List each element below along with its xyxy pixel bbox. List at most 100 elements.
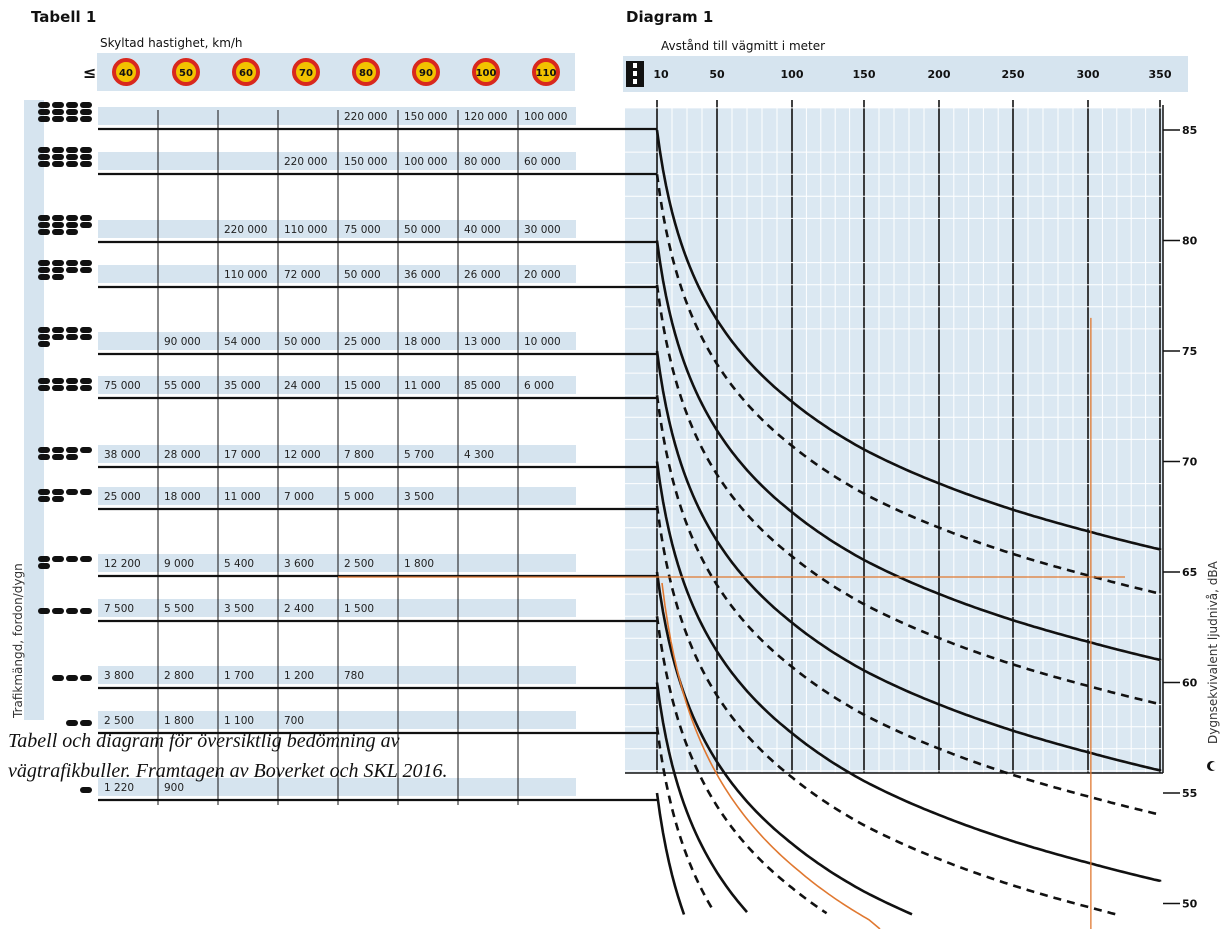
dashed-level-curve: [655, 395, 1162, 816]
solid-level-curve: [655, 240, 1162, 662]
x-tick-label: 200: [928, 68, 951, 81]
car-icon: [52, 496, 64, 502]
table-cell: 38 000: [104, 449, 141, 461]
table-cell: 5 000: [344, 491, 374, 503]
table-row-band: [98, 152, 576, 170]
x-tick-label: 300: [1077, 68, 1100, 81]
car-icon: [66, 260, 78, 266]
speed-sign-label: 50: [179, 68, 193, 79]
table-row-band: [98, 265, 576, 283]
table-cell: 12 200: [104, 558, 141, 570]
car-icon: [80, 385, 92, 391]
car-icon: [52, 229, 64, 235]
car-icon: [66, 327, 78, 333]
car-icon: [66, 116, 78, 122]
car-icon: [66, 215, 78, 221]
car-icon: [52, 447, 64, 453]
table-cell: 17 000: [224, 449, 261, 461]
speed-sign-label: 110: [536, 68, 557, 79]
table-cell: 220 000: [344, 111, 387, 123]
car-icon: [52, 102, 64, 108]
x-tick-label: 100: [781, 68, 804, 81]
car-icon: [52, 489, 64, 495]
table-cell: 90 000: [164, 336, 201, 348]
caption-line-1: Tabell och diagram för översiktlig bedöm…: [8, 730, 400, 752]
dashed-level-curve: [655, 616, 828, 915]
table-cell: 4 300: [464, 449, 494, 461]
x-tick-label: 150: [853, 68, 876, 81]
table-cell: 1 200: [284, 670, 314, 682]
table-cell: 18 000: [164, 491, 201, 503]
speed-sign-40: [112, 58, 140, 86]
table-cell: 60 000: [524, 156, 561, 168]
table-cell: 1 100: [224, 715, 254, 727]
table-cell: 220 000: [284, 156, 327, 168]
solid-level-curve: [655, 792, 686, 915]
car-icon: [80, 447, 92, 453]
car-icon: [38, 454, 50, 460]
car-icon: [66, 229, 78, 235]
car-icon: [66, 334, 78, 340]
car-icon: [66, 675, 78, 681]
y-tick-label: 75: [1182, 345, 1197, 358]
table-cell: 24 000: [284, 380, 321, 392]
speed-sign-50: [172, 58, 200, 86]
car-icon: [66, 222, 78, 228]
car-icon: [52, 675, 64, 681]
car-icon: [80, 102, 92, 108]
table-cell: 150 000: [344, 156, 387, 168]
car-icon: [80, 154, 92, 160]
car-icon: [52, 378, 64, 384]
speed-sign-80: [352, 58, 380, 86]
car-icon: [38, 489, 50, 495]
table-cell: 11 000: [224, 491, 261, 503]
level-axis-label: Dygnsekvivalent ljudnivå, dBA: [1206, 560, 1220, 744]
car-icon: [66, 154, 78, 160]
table-cell: 2 800: [164, 670, 194, 682]
table-cell: 30 000: [524, 224, 561, 236]
car-icon: [38, 229, 50, 235]
car-icon: [38, 147, 50, 153]
car-icon: [52, 267, 64, 273]
traffic-table: Skyltad hastighet, km/h ≤ 40 50 60 70 80 90 10…: [11, 36, 576, 805]
car-icon: [52, 109, 64, 115]
x-tick-label: 350: [1149, 68, 1172, 81]
table-cell: 85 000: [464, 380, 501, 392]
table-cell: 1 700: [224, 670, 254, 682]
table-cell: 20 000: [524, 269, 561, 281]
car-icon: [66, 489, 78, 495]
speed-sign-90: [412, 58, 440, 86]
car-icon: [38, 215, 50, 221]
table-cell: 110 000: [284, 224, 327, 236]
car-icon: [38, 341, 50, 347]
table-cell: 5 700: [404, 449, 434, 461]
table-cell: 2 400: [284, 603, 314, 615]
car-icon: [66, 454, 78, 460]
table-cell: 80 000: [464, 156, 501, 168]
table-cell: 25 000: [104, 491, 141, 503]
x-tick-label: 250: [1002, 68, 1025, 81]
table-cell: 3 600: [284, 558, 314, 570]
table-rows: 220 000 150 000 120 000 100 000 220 000 150 0…: [98, 107, 576, 805]
car-icon: [66, 161, 78, 167]
car-icon: [66, 720, 78, 726]
table-cell: 220 000: [224, 224, 267, 236]
table-cell: 9 000: [164, 558, 194, 570]
distance-header-band: [623, 56, 1188, 92]
speed-sign-label: 100: [476, 68, 497, 79]
speed-sign-70: [292, 58, 320, 86]
side-band: [24, 100, 44, 720]
vehicle-icons: [38, 102, 92, 793]
table-cell: 7 800: [344, 449, 374, 461]
table-cell: 110 000: [224, 269, 267, 281]
table-cell: 5 400: [224, 558, 254, 570]
car-icon: [66, 556, 78, 562]
table-cell: 1 800: [164, 715, 194, 727]
grid-lines: [625, 100, 1164, 882]
table-cell: 55 000: [164, 380, 201, 392]
solid-level-curve: [655, 461, 1162, 883]
car-icon: [66, 109, 78, 115]
table-cell: 36 000: [404, 269, 441, 281]
y-tick-label: 70: [1182, 456, 1198, 469]
